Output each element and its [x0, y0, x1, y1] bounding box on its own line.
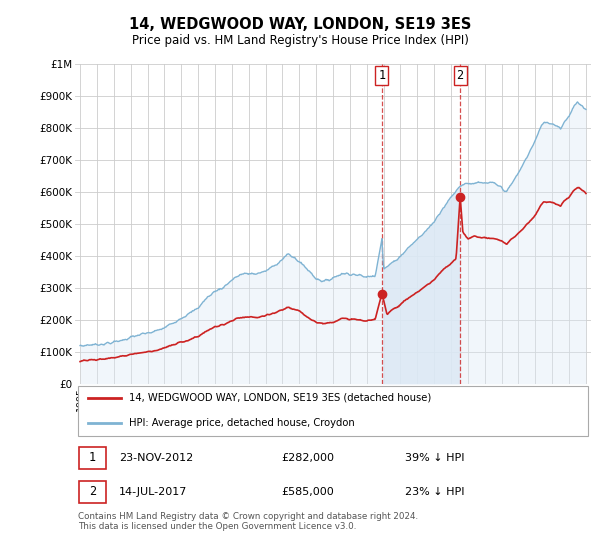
Text: 2: 2 — [457, 69, 464, 82]
Text: 39% ↓ HPI: 39% ↓ HPI — [405, 453, 465, 463]
Text: £282,000: £282,000 — [281, 453, 334, 463]
Text: HPI: Average price, detached house, Croydon: HPI: Average price, detached house, Croy… — [129, 418, 355, 428]
FancyBboxPatch shape — [77, 386, 589, 436]
Text: Price paid vs. HM Land Registry's House Price Index (HPI): Price paid vs. HM Land Registry's House … — [131, 34, 469, 46]
FancyBboxPatch shape — [79, 480, 106, 503]
FancyBboxPatch shape — [79, 447, 106, 469]
Text: 14, WEDGWOOD WAY, LONDON, SE19 3ES: 14, WEDGWOOD WAY, LONDON, SE19 3ES — [129, 17, 471, 32]
Text: 1: 1 — [89, 451, 96, 464]
Text: 23-NOV-2012: 23-NOV-2012 — [119, 453, 193, 463]
Text: 2: 2 — [89, 485, 96, 498]
Text: 14-JUL-2017: 14-JUL-2017 — [119, 487, 187, 497]
Text: Contains HM Land Registry data © Crown copyright and database right 2024.
This d: Contains HM Land Registry data © Crown c… — [77, 512, 418, 531]
Text: 23% ↓ HPI: 23% ↓ HPI — [405, 487, 465, 497]
Text: 14, WEDGWOOD WAY, LONDON, SE19 3ES (detached house): 14, WEDGWOOD WAY, LONDON, SE19 3ES (deta… — [129, 393, 431, 403]
Text: £585,000: £585,000 — [281, 487, 334, 497]
Text: 1: 1 — [379, 69, 385, 82]
